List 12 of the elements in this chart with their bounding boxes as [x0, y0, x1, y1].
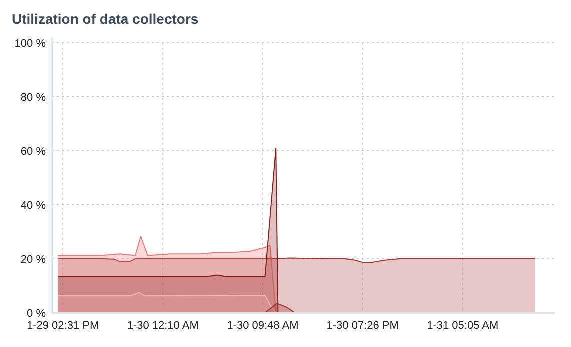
- x-tick-label: 1-29 02:31 PM: [26, 320, 100, 332]
- chart-title: Utilization of data collectors: [12, 11, 199, 27]
- y-tick-label: 0 %: [27, 308, 46, 320]
- y-tick-label: 100 %: [14, 38, 46, 50]
- x-tick-label: 1-31 05:05 AM: [427, 320, 499, 332]
- x-tick-label: 1-30 12:10 AM: [127, 320, 199, 332]
- y-tick-label: 60 %: [20, 146, 46, 158]
- x-tick-label: 1-30 09:48 AM: [227, 320, 299, 332]
- x-tick-label: 1-30 07:26 PM: [326, 320, 399, 332]
- y-tick-label: 40 %: [20, 200, 46, 212]
- y-tick-label: 20 %: [20, 254, 46, 266]
- y-tick-label: 80 %: [20, 92, 46, 104]
